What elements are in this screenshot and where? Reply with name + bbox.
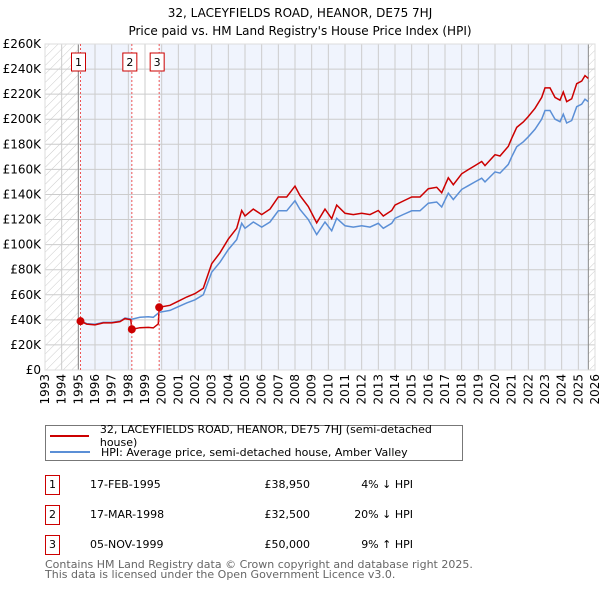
sale-point (76, 317, 85, 326)
x-tick-label: 2013 (371, 374, 385, 405)
x-tick-label: 2021 (505, 374, 519, 405)
x-tick-label: 2020 (488, 374, 502, 405)
y-tick-label: £240K (3, 62, 43, 76)
y-tick-label: £20K (10, 338, 42, 352)
y-tick-label: £220K (3, 87, 43, 101)
x-tick-label: 1996 (88, 374, 102, 405)
x-tick-label: 2011 (338, 374, 352, 405)
x-tick-label: 2008 (288, 374, 302, 405)
hpi-line (80, 98, 589, 325)
y-tick-label: £160K (3, 162, 43, 176)
x-tick-label: 2001 (171, 374, 185, 405)
y-tick-label: £200K (3, 112, 43, 126)
y-tick-label: £260K (3, 37, 43, 51)
x-tick-label: 2012 (355, 374, 369, 405)
chart-legend: 32, LACEYFIELDS ROAD, HEANOR, DE75 7HJ (… (45, 423, 463, 461)
x-tick-label: 2025 (571, 374, 585, 405)
sale-row: 1 17-FEB-1995 £38,950 4% ↓ HPI (45, 475, 465, 495)
sale-number-badge: 2 (45, 505, 60, 525)
legend-label: 32, LACEYFIELDS ROAD, HEANOR, DE75 7HJ (… (99, 423, 432, 449)
x-tick-label: 2003 (205, 374, 219, 405)
sale-label: 1 (75, 56, 82, 69)
x-tick-label: 2018 (455, 374, 469, 405)
x-tick-label: 2010 (321, 374, 335, 405)
sale-date: 17-FEB-1995 (90, 478, 161, 491)
x-tick-label: 2015 (405, 374, 419, 405)
x-tick-label: 2007 (271, 374, 285, 405)
legend-label: HPI: Average price, semi-detached house,… (101, 445, 408, 459)
x-tick-label: 2004 (221, 374, 235, 405)
sale-hpi-diff: 9% ↑ HPI (361, 538, 413, 551)
sale-label-box (149, 52, 165, 72)
sale-date: 05-NOV-1999 (90, 538, 164, 551)
legend-item-property: 32, LACEYFIELDS ROAD, HEANOR, DE75 7HJ (… (50, 423, 462, 449)
y-tick-label: £140K (3, 187, 43, 201)
sale-hpi-diff: 4% ↓ HPI (361, 478, 413, 491)
x-tick-label: 1999 (138, 374, 152, 405)
x-tick-label: 2026 (588, 374, 600, 405)
x-tick-label: 2009 (305, 374, 319, 405)
x-tick-label: 2006 (255, 374, 269, 405)
hatched-region-after (588, 44, 595, 370)
footer-line-2: This data is licensed under the Open Gov… (45, 568, 396, 581)
y-tick-label: £120K (3, 213, 43, 227)
sale-price: £50,000 (264, 538, 311, 551)
ownership-period-3 (159, 44, 589, 370)
x-tick-label: 2016 (421, 374, 435, 405)
sale-label: 2 (126, 56, 133, 69)
x-tick-label: 2005 (238, 374, 252, 405)
x-tick-label: 2014 (388, 374, 402, 405)
x-tick-label: 2022 (521, 374, 535, 405)
sale-number-badge: 1 (45, 475, 60, 495)
y-tick-label: £80K (10, 263, 42, 277)
sale-date: 17-MAR-1998 (90, 508, 165, 521)
x-tick-label: 2019 (471, 374, 485, 405)
plot-border (44, 43, 596, 371)
chart-subtitle: Price paid vs. HM Land Registry's House … (128, 24, 471, 38)
sale-price: £32,500 (264, 508, 311, 521)
legend-item-hpi: HPI: Average price, semi-detached house,… (50, 444, 408, 460)
y-tick-label: £100K (3, 238, 43, 252)
sale-row: 2 17-MAR-1998 £32,500 20% ↓ HPI (45, 505, 465, 525)
ownership-period-1 (80, 44, 132, 370)
footer: Contains HM Land Registry data © Crown c… (45, 558, 473, 581)
x-tick-label: 1995 (71, 374, 85, 405)
sale-row: 3 05-NOV-1999 £50,000 9% ↑ HPI (45, 535, 465, 555)
x-tick-label: 2023 (538, 374, 552, 405)
x-tick-label: 2002 (188, 374, 202, 405)
legend-swatch-red (50, 435, 89, 437)
sale-point (155, 303, 164, 312)
x-tick-label: 1993 (38, 374, 52, 405)
sale-label-box (71, 52, 86, 72)
price-chart: 32, LACEYFIELDS ROAD, HEANOR, DE75 7HJ P… (3, 6, 600, 405)
y-tick-label: £0 (26, 363, 41, 377)
x-tick-label: 2000 (155, 374, 169, 405)
sale-price: £38,950 (264, 478, 311, 491)
sale-point (127, 325, 136, 334)
sale-label-box (122, 52, 138, 72)
footer-line-1: Contains HM Land Registry data © Crown c… (45, 558, 473, 571)
legend-swatch-blue (50, 451, 90, 453)
y-tick-label: £40K (10, 313, 42, 327)
x-tick-label: 1994 (55, 374, 69, 405)
x-tick-label: 1997 (105, 374, 119, 405)
sale-label: 3 (154, 56, 161, 69)
x-tick-label: 2017 (438, 374, 452, 405)
x-tick-label: 2024 (555, 374, 569, 405)
y-tick-label: £180K (3, 137, 43, 151)
x-tick-label: 1998 (121, 374, 135, 405)
sale-hpi-diff: 20% ↓ HPI (354, 508, 413, 521)
y-tick-label: £60K (10, 288, 42, 302)
chart-title: 32, LACEYFIELDS ROAD, HEANOR, DE75 7HJ (168, 6, 433, 20)
sale-number-badge: 3 (45, 535, 60, 555)
